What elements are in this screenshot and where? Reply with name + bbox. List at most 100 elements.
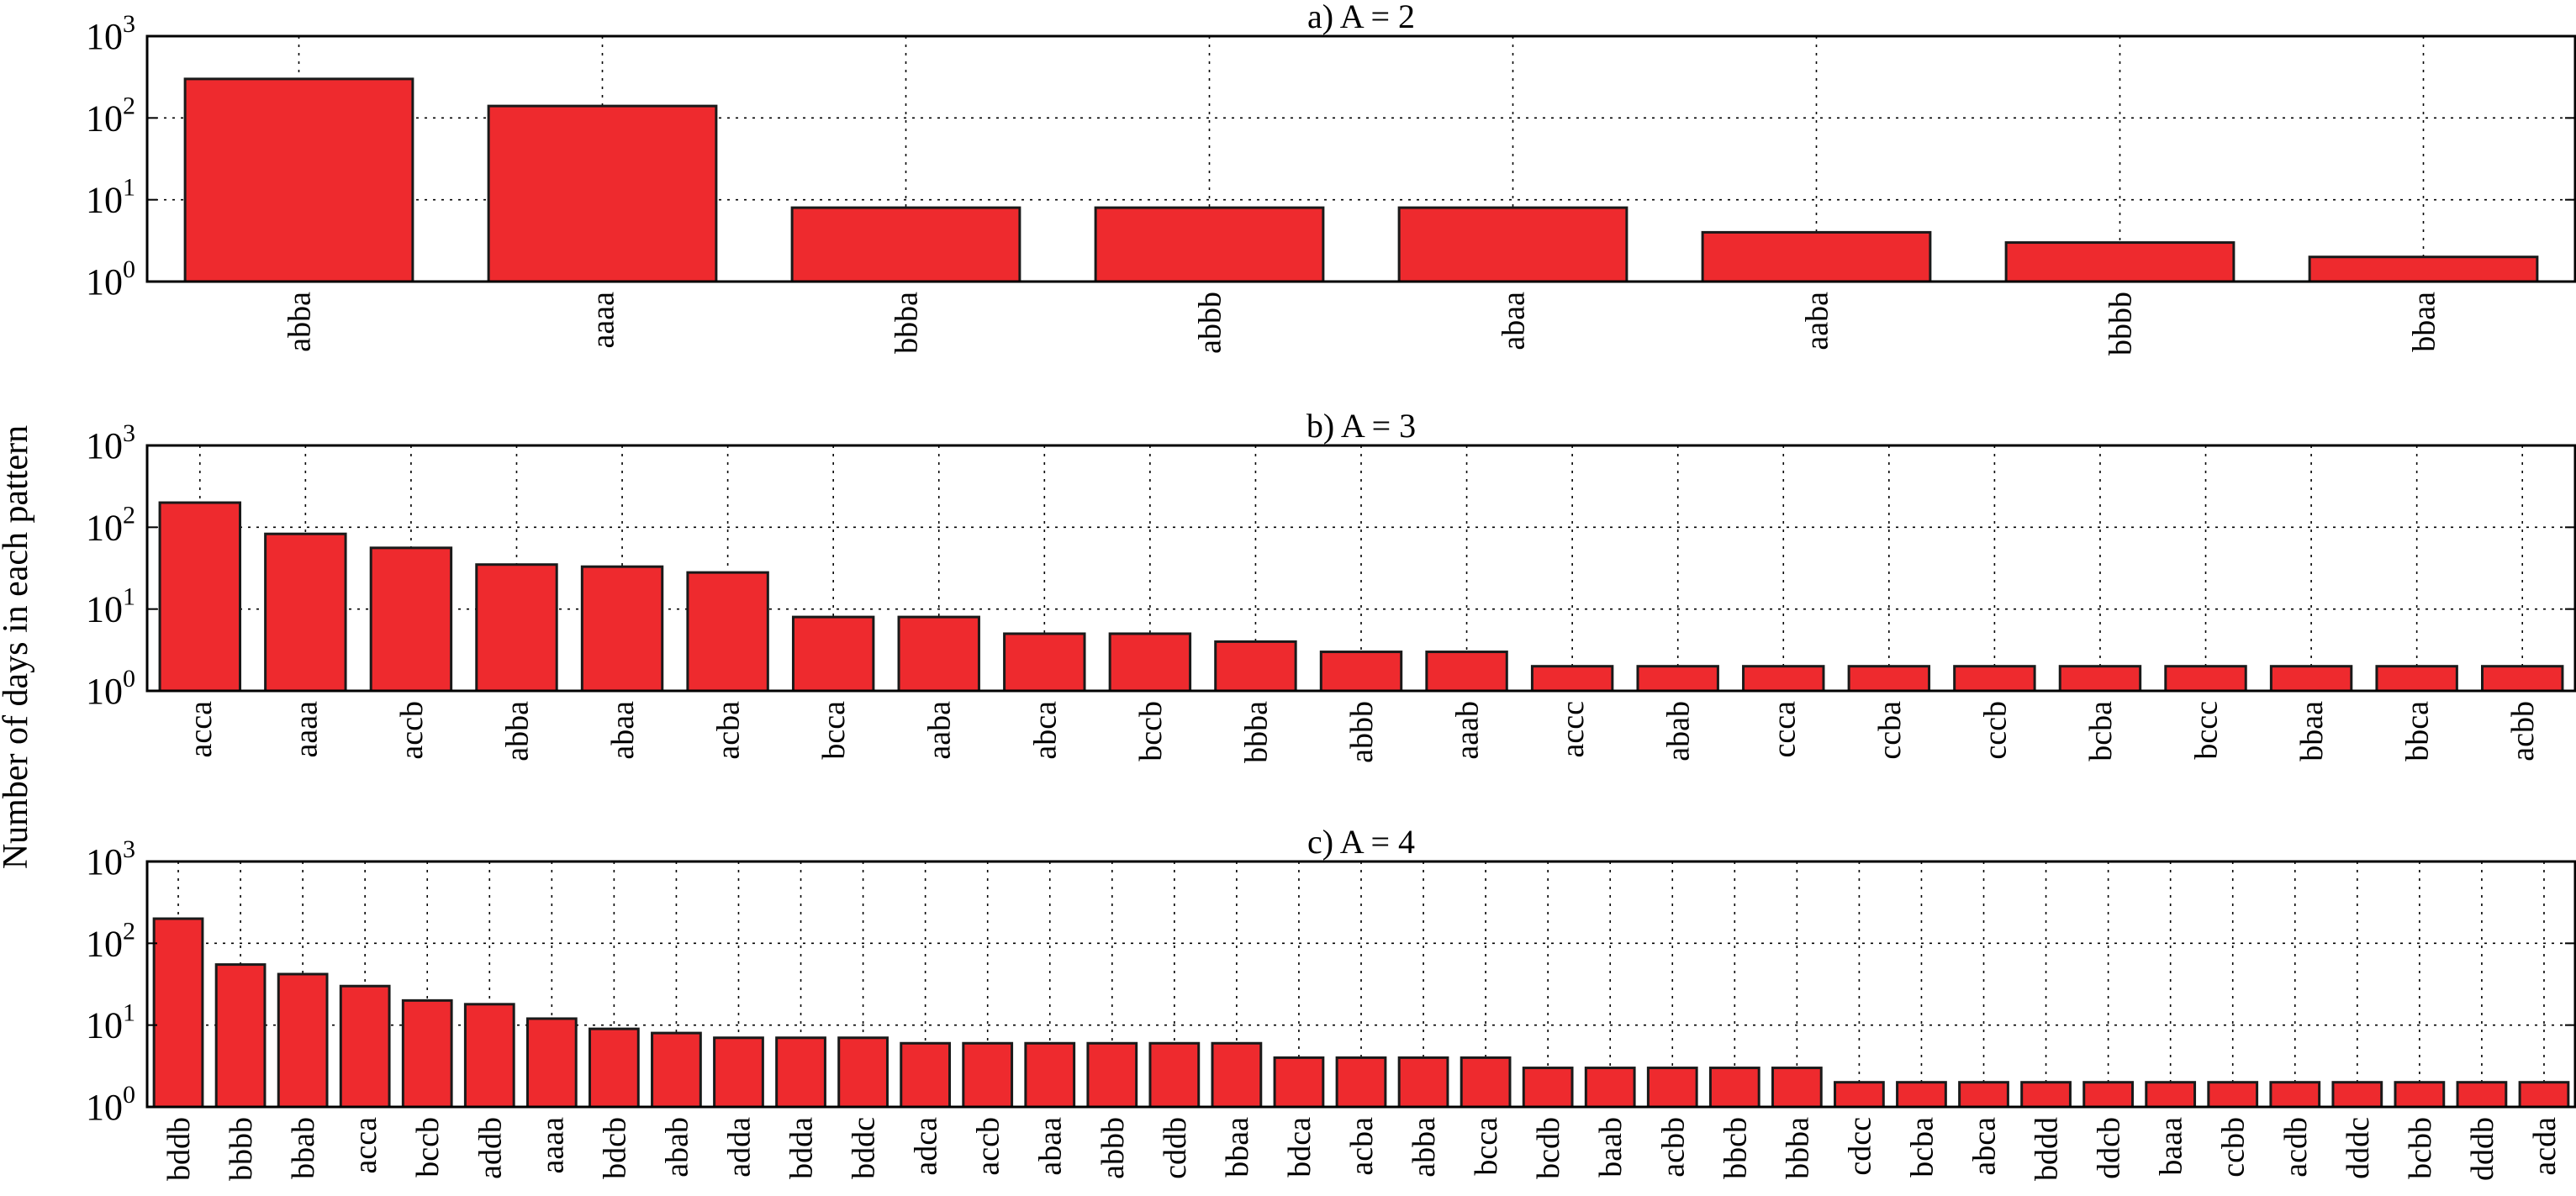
x-tick-label: bddc bbox=[847, 1117, 882, 1179]
x-tick-label: acbb bbox=[2505, 701, 2541, 761]
bar-acba bbox=[686, 571, 769, 693]
panel-2: 100 101 102 103 b) A = 3 acca aaaa accb abba abaa… bbox=[86, 407, 2576, 763]
y-tick-label: 102 bbox=[86, 501, 135, 548]
x-tick-label: bbaa bbox=[1220, 1117, 1255, 1178]
x-tick-label: aaba bbox=[922, 701, 958, 760]
x-tick-label: aaaa bbox=[535, 1117, 570, 1174]
y-tick-label: 101 bbox=[86, 174, 135, 221]
bar-cccb bbox=[1953, 665, 2036, 693]
y-axis-label: Number of days in each pattern bbox=[0, 425, 35, 869]
bar-abab bbox=[651, 1031, 702, 1109]
bar-abbb bbox=[1086, 1041, 1138, 1109]
bar-cdcc bbox=[1834, 1081, 1885, 1109]
x-tick-label: abba bbox=[282, 292, 318, 352]
bar-aaaa bbox=[264, 532, 347, 693]
x-tick-label: bddb bbox=[161, 1117, 197, 1181]
bar-baab bbox=[1584, 1067, 1636, 1109]
x-tick-label: bbba bbox=[1238, 701, 1274, 763]
x-tick-label: cccb bbox=[1977, 701, 2013, 760]
x-tick-label: aaaa bbox=[586, 292, 621, 349]
y-tick-label: 102 bbox=[86, 917, 135, 964]
y-tick-label: 100 bbox=[86, 256, 135, 303]
x-tick-label: bbcb bbox=[1718, 1117, 1753, 1179]
panel-title: b) A = 3 bbox=[1306, 407, 1416, 445]
bar-ccba bbox=[1847, 665, 1931, 693]
bar-bddd bbox=[2020, 1081, 2072, 1109]
x-tick-label: acda bbox=[2527, 1117, 2563, 1176]
bar-bbba bbox=[1214, 640, 1297, 693]
x-tick-label: accc bbox=[1555, 701, 1591, 757]
bar-abab bbox=[1636, 665, 1719, 693]
bar-bcbb bbox=[2394, 1081, 2446, 1109]
x-tick-label: adca bbox=[909, 1117, 944, 1176]
bar-bddc bbox=[837, 1036, 889, 1109]
bar-abba bbox=[1397, 1056, 1449, 1109]
x-tick-label: abba bbox=[1407, 1117, 1442, 1178]
y-tick-label: 101 bbox=[86, 999, 135, 1046]
x-tick-label: aaab bbox=[1450, 701, 1486, 760]
x-tick-label: adda bbox=[721, 1117, 757, 1178]
bar-dddb bbox=[2456, 1081, 2508, 1109]
x-tick-label: baab bbox=[1593, 1117, 1628, 1178]
x-tick-label: cddb bbox=[1158, 1117, 1193, 1179]
y-tick-label: 100 bbox=[86, 665, 135, 712]
axes-frame bbox=[145, 444, 2576, 693]
bar-bccb bbox=[1108, 632, 1192, 693]
x-tick-label: abab bbox=[1661, 701, 1697, 761]
bar-bcca bbox=[791, 615, 875, 693]
x-tick-label: bcdb bbox=[1531, 1117, 1566, 1179]
bar-acba bbox=[1335, 1056, 1387, 1109]
axes-frame bbox=[145, 34, 2576, 283]
x-tick-label: abca bbox=[1967, 1117, 2003, 1176]
x-tick-label: addb bbox=[472, 1117, 508, 1179]
x-tick-label: aaba bbox=[1800, 292, 1835, 350]
bar-abca bbox=[1958, 1081, 2009, 1109]
panel-3: 100 101 102 103 c) A = 4 bddb bbbb bbab acca bccb… bbox=[86, 823, 2576, 1181]
panel-title: c) A = 4 bbox=[1307, 823, 1415, 861]
bar-aaaa bbox=[487, 104, 718, 283]
x-tick-label: bccb bbox=[410, 1117, 446, 1178]
bar-bbba bbox=[1771, 1067, 1823, 1109]
x-tick-label: acdb bbox=[2278, 1117, 2314, 1178]
y-tick-label: 103 bbox=[86, 835, 135, 883]
bar-bbcb bbox=[1708, 1067, 1760, 1109]
bar-baaa bbox=[2145, 1081, 2197, 1109]
x-tick-label: bdca bbox=[1282, 1117, 1317, 1178]
bar-cddb bbox=[1148, 1041, 1201, 1109]
x-tick-label: abaa bbox=[605, 701, 641, 760]
x-tick-label: bbaa bbox=[2407, 292, 2442, 352]
x-tick-label: abaa bbox=[1497, 292, 1532, 350]
bar-ddcb bbox=[2082, 1081, 2134, 1109]
x-tick-label: bcca bbox=[1469, 1117, 1504, 1176]
x-tick-label: ccbb bbox=[2216, 1117, 2251, 1178]
bar-bccc bbox=[2164, 665, 2247, 693]
bar-bcba bbox=[2058, 665, 2142, 693]
bar-bbba bbox=[790, 206, 1021, 283]
y-tick-label: 102 bbox=[86, 92, 135, 139]
x-tick-label: acba bbox=[711, 701, 747, 760]
bar-accb bbox=[962, 1041, 1014, 1109]
bar-abca bbox=[1003, 632, 1086, 693]
y-tick-label: 103 bbox=[86, 10, 135, 57]
x-tick-label: bbca bbox=[2400, 701, 2436, 761]
bar-abbb bbox=[1094, 206, 1325, 283]
bar-ccbb bbox=[2207, 1081, 2259, 1109]
y-tick-label: 100 bbox=[86, 1081, 135, 1128]
x-tick-label: bcca bbox=[816, 701, 852, 760]
panel-title: a) A = 2 bbox=[1307, 0, 1415, 35]
bar-adda bbox=[713, 1036, 764, 1109]
bar-adca bbox=[900, 1041, 952, 1109]
x-tick-label: bdcb bbox=[597, 1117, 632, 1179]
bar-bcdb bbox=[1522, 1067, 1574, 1109]
x-tick-label: aaaa bbox=[288, 701, 324, 758]
x-tick-label: bcbb bbox=[2403, 1117, 2438, 1179]
x-tick-label: acca bbox=[348, 1117, 383, 1174]
x-tick-label: bbba bbox=[889, 292, 925, 354]
x-tick-label: dddb bbox=[2465, 1117, 2500, 1181]
bar-bdda bbox=[775, 1036, 826, 1109]
x-tick-label: bddd bbox=[2030, 1117, 2065, 1181]
x-tick-label: abbb bbox=[1193, 292, 1228, 354]
bar-bbaa bbox=[1211, 1041, 1263, 1109]
x-tick-label: accb bbox=[394, 701, 430, 760]
